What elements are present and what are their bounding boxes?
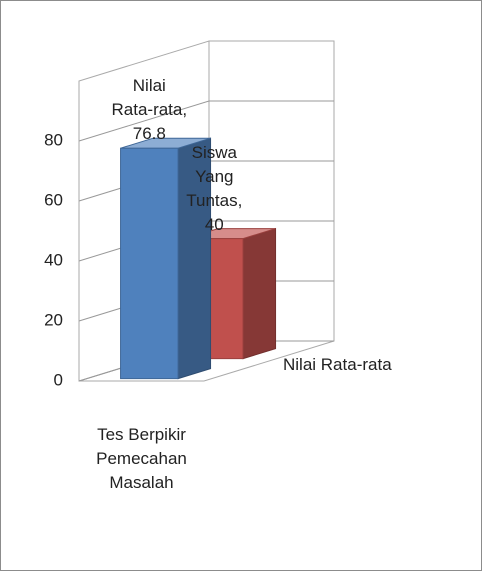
y-tick-label: 0	[54, 370, 63, 389]
x-tick-label: Tes Berpikir Pemecahan Masalah	[96, 425, 187, 492]
grid-line	[78, 100, 334, 142]
y-tick-label: 20	[44, 310, 63, 329]
depth-tick-label: Nilai Rata-rata	[283, 355, 392, 374]
data-label: Siswa Yang Tuntas, 40	[186, 142, 243, 234]
y-tick-label: 60	[44, 190, 63, 209]
bar	[120, 147, 179, 380]
bar-side	[242, 227, 277, 360]
data-label: Nilai Rata-rata, 76.8	[111, 76, 188, 144]
y-tick-label: 80	[44, 130, 63, 149]
y-tick-label: 40	[44, 250, 63, 269]
